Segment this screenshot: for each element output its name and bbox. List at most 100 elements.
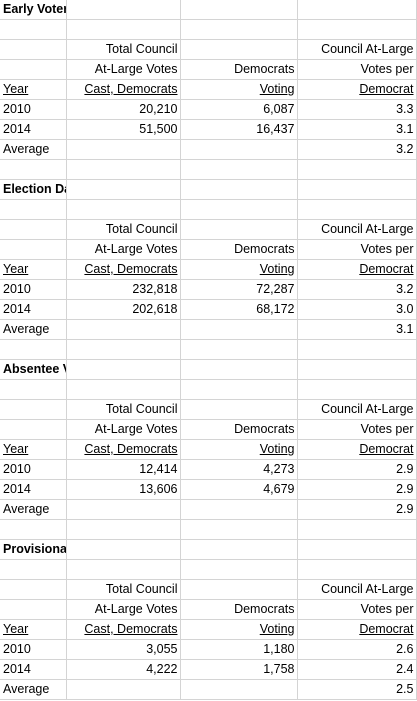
header-democrats-voting[interactable]: Democrats xyxy=(180,419,298,440)
democrats-voting-cell[interactable]: 72,287 xyxy=(180,279,298,300)
header-year[interactable]: Year xyxy=(0,619,67,640)
democrats-voting-cell[interactable]: 6,087 xyxy=(180,99,298,120)
year-cell[interactable]: 2010 xyxy=(0,99,67,120)
header-total-votes[interactable]: Cast, Democrats xyxy=(66,439,181,460)
empty-cell[interactable] xyxy=(0,239,67,260)
empty-cell[interactable] xyxy=(180,519,298,540)
header-democrats-voting[interactable]: Voting xyxy=(180,79,298,100)
empty-cell[interactable] xyxy=(180,499,298,520)
header-votes-per-democrat[interactable]: Council At-Large xyxy=(297,399,417,420)
year-cell[interactable]: 2014 xyxy=(0,119,67,140)
empty-cell[interactable] xyxy=(66,319,181,340)
empty-cell[interactable] xyxy=(66,159,181,180)
votes-per-democrat-cell[interactable]: 2.4 xyxy=(297,659,417,680)
header-democrats-voting[interactable] xyxy=(180,399,298,420)
votes-per-democrat-cell[interactable]: 3.3 xyxy=(297,99,417,120)
empty-cell[interactable] xyxy=(180,539,298,560)
democrats-voting-cell[interactable]: 16,437 xyxy=(180,119,298,140)
year-cell[interactable]: 2014 xyxy=(0,659,67,680)
empty-cell[interactable] xyxy=(180,359,298,380)
empty-cell[interactable] xyxy=(180,679,298,700)
total-votes-cell[interactable]: 13,606 xyxy=(66,479,181,500)
empty-cell[interactable] xyxy=(297,559,417,580)
average-label[interactable]: Average xyxy=(0,139,67,160)
votes-per-democrat-cell[interactable]: 2.9 xyxy=(297,459,417,480)
header-votes-per-democrat[interactable]: Democrat xyxy=(297,79,417,100)
empty-cell[interactable] xyxy=(180,19,298,40)
empty-cell[interactable] xyxy=(297,379,417,400)
header-democrats-voting[interactable]: Democrats xyxy=(180,59,298,80)
header-democrats-voting[interactable] xyxy=(180,579,298,600)
header-votes-per-democrat[interactable]: Democrat xyxy=(297,619,417,640)
empty-cell[interactable] xyxy=(0,419,67,440)
empty-cell[interactable] xyxy=(180,559,298,580)
header-votes-per-democrat[interactable]: Votes per xyxy=(297,59,417,80)
empty-cell[interactable] xyxy=(66,379,181,400)
section-title[interactable]: Election Day Voters xyxy=(0,179,67,200)
average-label[interactable]: Average xyxy=(0,319,67,340)
total-votes-cell[interactable]: 12,414 xyxy=(66,459,181,480)
democrats-voting-cell[interactable]: 4,273 xyxy=(180,459,298,480)
total-votes-cell[interactable]: 51,500 xyxy=(66,119,181,140)
votes-per-democrat-cell[interactable]: 3.2 xyxy=(297,279,417,300)
header-total-votes[interactable]: Cast, Democrats xyxy=(66,619,181,640)
year-cell[interactable]: 2014 xyxy=(0,479,67,500)
header-votes-per-democrat[interactable]: Democrat xyxy=(297,259,417,280)
empty-cell[interactable] xyxy=(66,679,181,700)
header-votes-per-democrat[interactable]: Council At-Large xyxy=(297,39,417,60)
empty-cell[interactable] xyxy=(0,59,67,80)
votes-per-democrat-cell[interactable]: 3.0 xyxy=(297,299,417,320)
header-democrats-voting[interactable]: Voting xyxy=(180,619,298,640)
empty-cell[interactable] xyxy=(180,319,298,340)
empty-cell[interactable] xyxy=(66,539,181,560)
header-votes-per-democrat[interactable]: Council At-Large xyxy=(297,219,417,240)
empty-cell[interactable] xyxy=(66,19,181,40)
average-value[interactable]: 3.2 xyxy=(297,139,417,160)
empty-cell[interactable] xyxy=(297,339,417,360)
header-total-votes[interactable]: Total Council xyxy=(66,219,181,240)
header-votes-per-democrat[interactable]: Council At-Large xyxy=(297,579,417,600)
average-value[interactable]: 2.5 xyxy=(297,679,417,700)
year-cell[interactable]: 2010 xyxy=(0,459,67,480)
header-total-votes[interactable]: Total Council xyxy=(66,39,181,60)
header-votes-per-democrat[interactable]: Votes per xyxy=(297,419,417,440)
empty-cell[interactable] xyxy=(180,199,298,220)
header-democrats-voting[interactable]: Voting xyxy=(180,439,298,460)
empty-cell[interactable] xyxy=(0,159,67,180)
empty-cell[interactable] xyxy=(297,19,417,40)
header-democrats-voting[interactable] xyxy=(180,39,298,60)
header-year[interactable]: Year xyxy=(0,79,67,100)
empty-cell[interactable] xyxy=(66,179,181,200)
year-cell[interactable]: 2010 xyxy=(0,639,67,660)
average-value[interactable]: 3.1 xyxy=(297,319,417,340)
header-total-votes[interactable]: At-Large Votes xyxy=(66,599,181,620)
empty-cell[interactable] xyxy=(0,339,67,360)
header-total-votes[interactable]: Total Council xyxy=(66,579,181,600)
empty-cell[interactable] xyxy=(297,199,417,220)
average-label[interactable]: Average xyxy=(0,679,67,700)
democrats-voting-cell[interactable]: 4,679 xyxy=(180,479,298,500)
header-year[interactable]: Year xyxy=(0,439,67,460)
democrats-voting-cell[interactable]: 68,172 xyxy=(180,299,298,320)
votes-per-democrat-cell[interactable]: 3.1 xyxy=(297,119,417,140)
votes-per-democrat-cell[interactable]: 2.6 xyxy=(297,639,417,660)
empty-cell[interactable] xyxy=(0,199,67,220)
total-votes-cell[interactable]: 4,222 xyxy=(66,659,181,680)
empty-cell[interactable] xyxy=(180,159,298,180)
empty-cell[interactable] xyxy=(180,0,298,20)
header-total-votes[interactable]: At-Large Votes xyxy=(66,59,181,80)
total-votes-cell[interactable]: 3,055 xyxy=(66,639,181,660)
header-democrats-voting[interactable] xyxy=(180,219,298,240)
empty-cell[interactable] xyxy=(66,559,181,580)
empty-cell[interactable] xyxy=(66,499,181,520)
header-total-votes[interactable]: At-Large Votes xyxy=(66,239,181,260)
year-cell[interactable]: 2014 xyxy=(0,299,67,320)
section-title[interactable]: Absentee Voters xyxy=(0,359,67,380)
empty-cell[interactable] xyxy=(297,519,417,540)
empty-cell[interactable] xyxy=(66,199,181,220)
header-total-votes[interactable]: Cast, Democrats xyxy=(66,259,181,280)
total-votes-cell[interactable]: 20,210 xyxy=(66,99,181,120)
empty-cell[interactable] xyxy=(180,139,298,160)
section-title[interactable]: Provisional Voters xyxy=(0,539,67,560)
empty-cell[interactable] xyxy=(0,19,67,40)
